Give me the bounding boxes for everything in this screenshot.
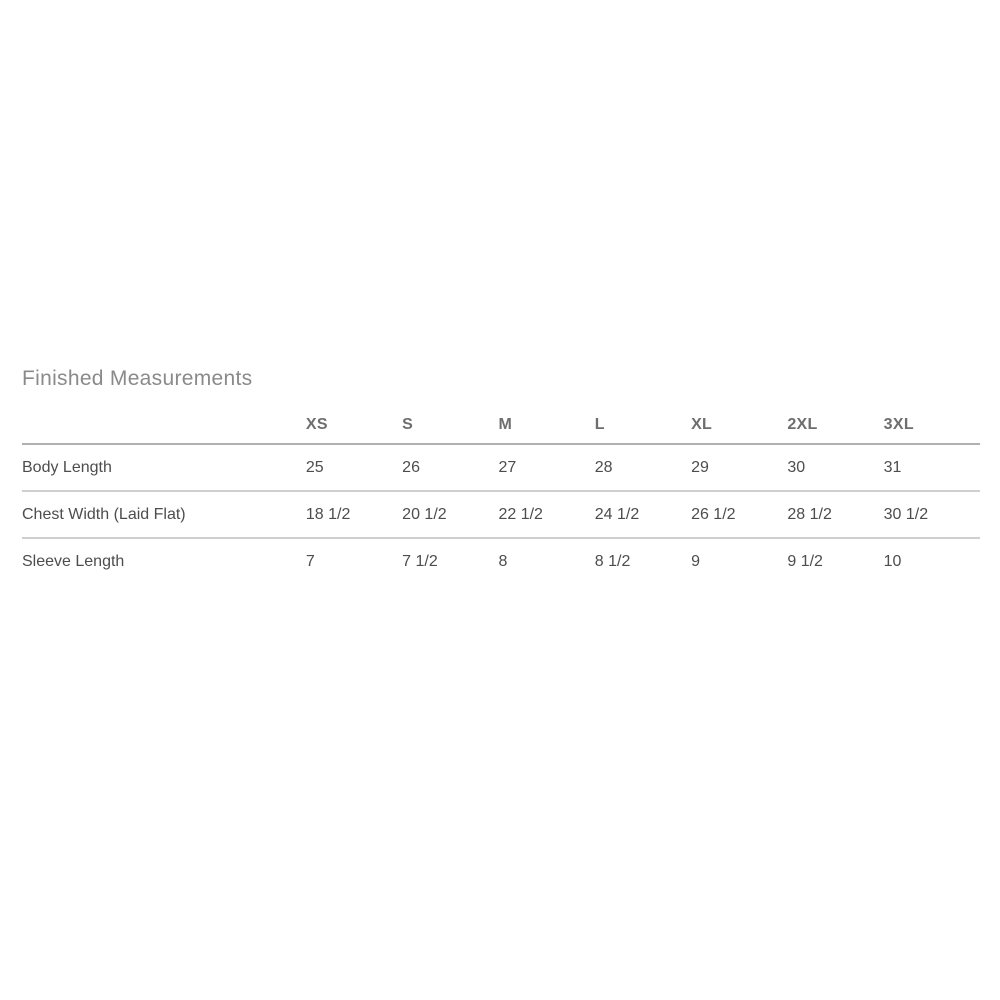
- cell-value: 30: [787, 444, 884, 492]
- column-header-xl: XL: [691, 392, 788, 445]
- cell-value: 8: [498, 552, 508, 570]
- cell-value: 28: [594, 444, 692, 492]
- cell-value: 20 1/2: [402, 491, 499, 539]
- cell-value: 26: [402, 444, 499, 492]
- finished-measurements-section: Finished Measurements XS S M L XL 2XL 3X…: [22, 366, 980, 584]
- column-header-s: S: [402, 392, 499, 445]
- cell-value: 25: [305, 444, 403, 492]
- column-header-3xl: 3XL: [883, 392, 980, 445]
- cell-value: 27: [498, 444, 595, 492]
- cell-value: 26 1/2: [691, 491, 788, 539]
- size-chart-table: XS S M L XL 2XL 3XL Body Length 25 26 27…: [22, 392, 980, 584]
- column-header-l: L: [594, 392, 692, 445]
- section-title: Finished Measurements: [22, 367, 253, 390]
- table-row-chest-width: Chest Width (Laid Flat) 18 1/2 20 1/2 22…: [22, 491, 980, 539]
- cell-value: 10: [883, 552, 902, 570]
- column-header-xs: XS: [305, 392, 403, 445]
- cell-value: 9: [691, 552, 700, 570]
- cell-value: 22 1/2: [498, 491, 595, 539]
- table-row-body-length: Body Length 25 26 27 28 29 30 31: [22, 444, 980, 492]
- cell-value: 24 1/2: [594, 491, 692, 539]
- cell-value: 31: [883, 444, 980, 492]
- row-label: Sleeve Length: [22, 552, 125, 570]
- row-label: Chest Width (Laid Flat): [22, 491, 306, 539]
- cell-value: 7 1/2: [402, 552, 438, 570]
- cell-value: 18 1/2: [305, 491, 403, 539]
- header-corner-cell: [22, 392, 306, 445]
- cell-value: 30 1/2: [883, 491, 980, 539]
- size-chart-header-row: XS S M L XL 2XL 3XL: [22, 392, 980, 445]
- cell-value: 7: [305, 552, 315, 570]
- cell-value: 8 1/2: [594, 552, 631, 570]
- column-header-m: M: [498, 392, 595, 445]
- cell-value: 28 1/2: [787, 491, 884, 539]
- table-row-sleeve-length: Sleeve Length 7 7 1/2 8 8 1/2 9 9 1/2 10: [22, 538, 980, 584]
- cell-value: 9 1/2: [787, 552, 823, 570]
- cell-value: 29: [691, 444, 788, 492]
- column-header-2xl: 2XL: [787, 392, 884, 445]
- row-label: Body Length: [22, 444, 306, 492]
